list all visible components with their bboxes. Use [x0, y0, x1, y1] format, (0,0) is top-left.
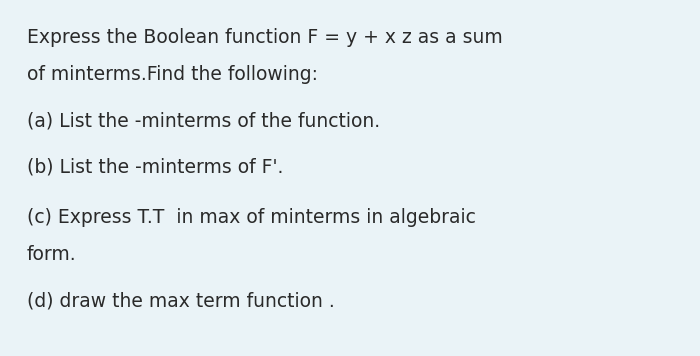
Text: form.: form.	[27, 245, 76, 264]
Text: (d) draw the max term function .: (d) draw the max term function .	[27, 291, 335, 310]
Text: of minterms.Find the following:: of minterms.Find the following:	[27, 65, 318, 84]
Text: Express the Boolean function F = y + x z as a sum: Express the Boolean function F = y + x z…	[27, 28, 503, 47]
Text: (b) List the -minterms of F'.: (b) List the -minterms of F'.	[27, 158, 283, 177]
Text: (a) List the -minterms of the function.: (a) List the -minterms of the function.	[27, 111, 379, 131]
Text: (c) Express T.T  in max of minterms in algebraic: (c) Express T.T in max of minterms in al…	[27, 208, 475, 227]
